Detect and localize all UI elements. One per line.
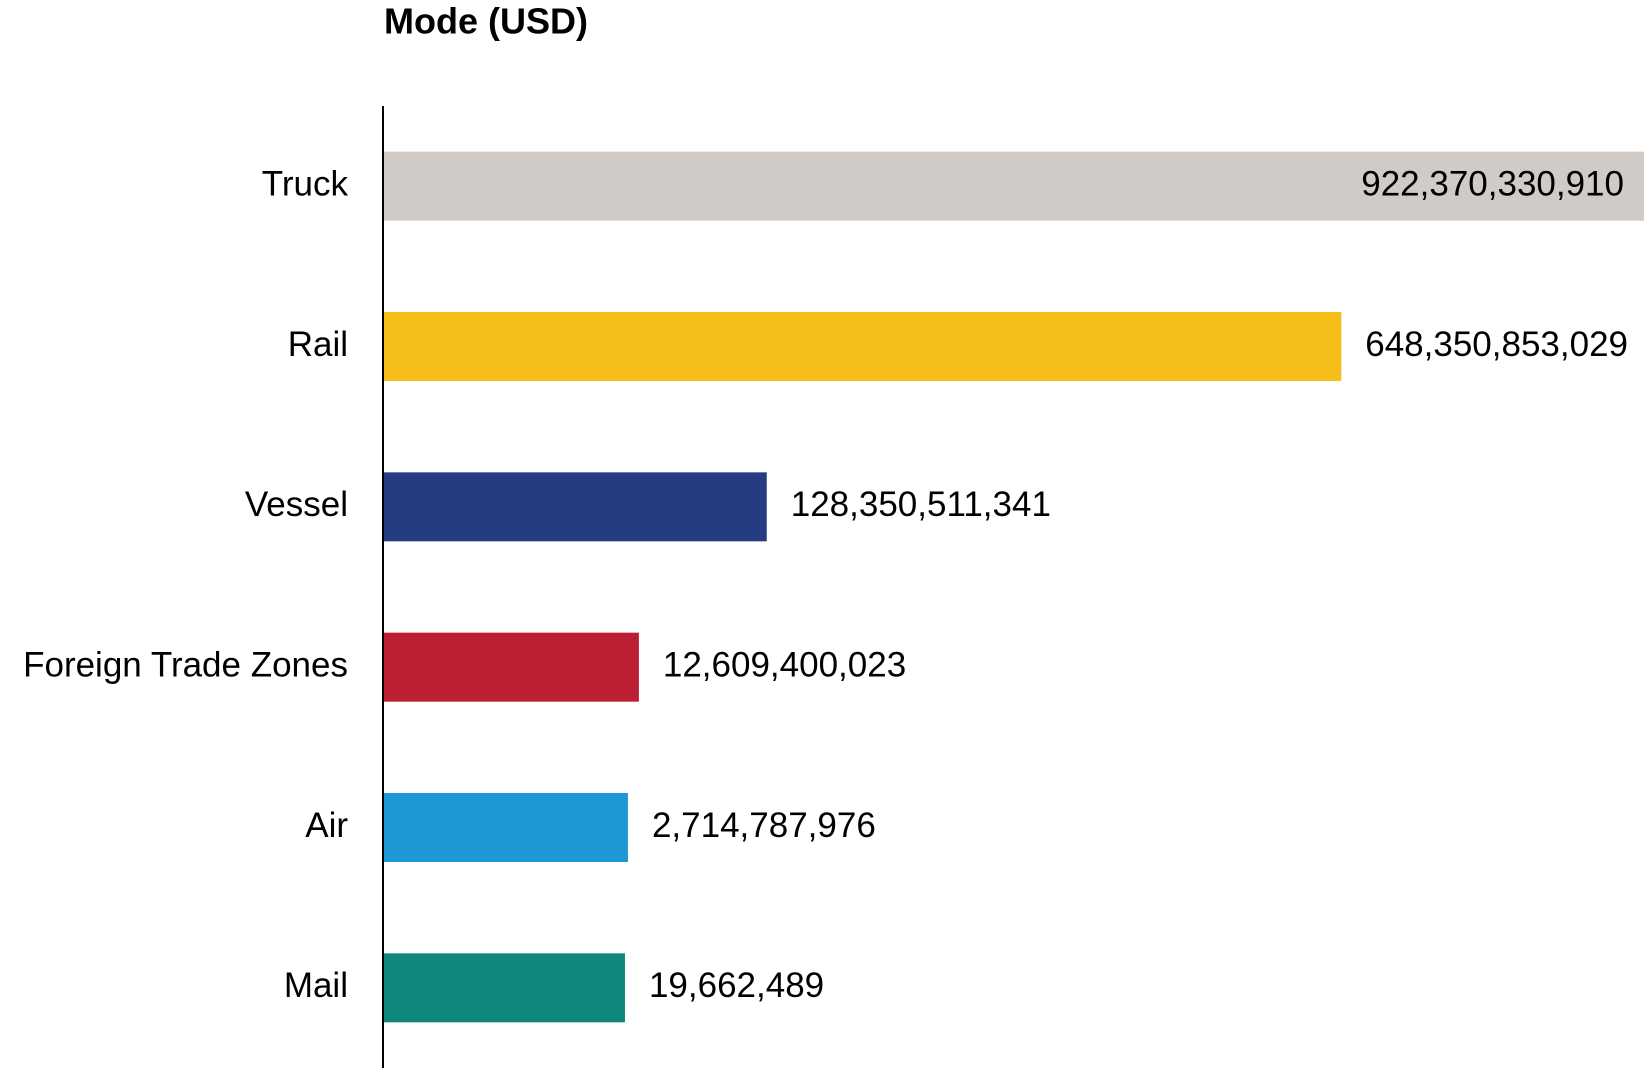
bar <box>383 793 628 862</box>
value-label: 648,350,853,029 <box>1365 325 1628 364</box>
y-tick-label: Rail <box>288 325 348 364</box>
y-tick-label: Truck <box>262 164 349 203</box>
bar <box>383 953 625 1023</box>
y-tick-label: Vessel <box>245 485 348 524</box>
y-tick-label: Air <box>305 806 348 845</box>
y-tick-label: Mail <box>284 966 348 1005</box>
value-label: 12,609,400,023 <box>663 645 906 684</box>
value-label: 922,370,330,910 <box>1361 164 1624 203</box>
bar <box>383 312 1342 381</box>
value-label: 19,662,489 <box>649 966 824 1005</box>
bar <box>383 632 639 702</box>
bar <box>383 151 1644 221</box>
value-label: 128,350,511,341 <box>791 485 1051 524</box>
chart-title: Mode (USD) <box>384 1 588 42</box>
bar <box>383 472 767 542</box>
y-tick-label: Foreign Trade Zones <box>23 645 348 684</box>
value-label: 2,714,787,976 <box>652 806 876 845</box>
